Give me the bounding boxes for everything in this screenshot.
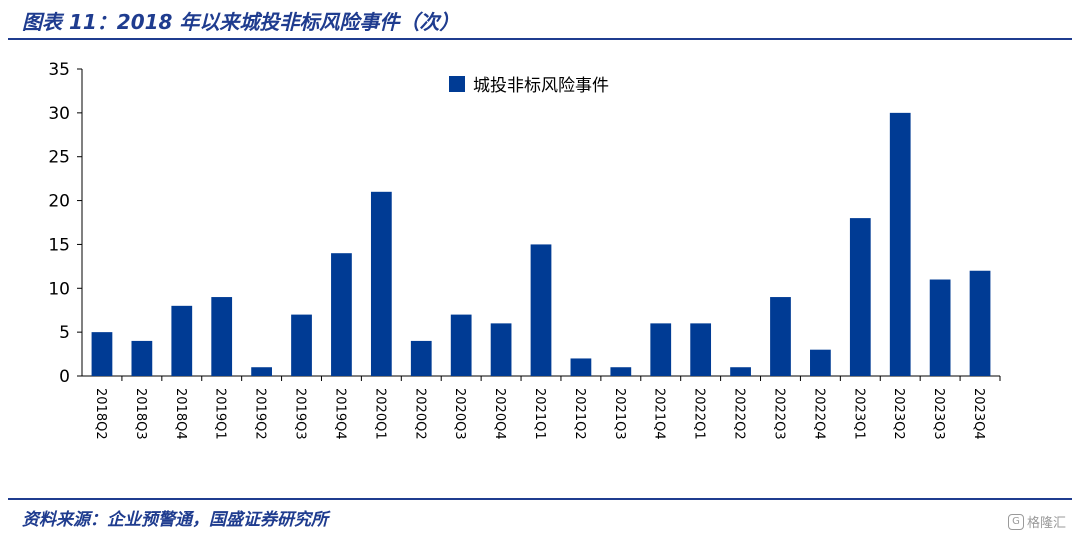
y-tick-label: 30: [48, 104, 70, 124]
bar: [690, 323, 712, 376]
y-tick-label: 20: [48, 192, 70, 212]
x-tick-label: 2023Q3: [931, 388, 946, 440]
figure-title: 图表 11：2018 年以来城投非标风险事件（次）: [22, 10, 460, 34]
x-tick-label: 2018Q3: [133, 388, 148, 440]
y-tick-label: 5: [59, 323, 70, 343]
y-tick-label: 35: [48, 60, 70, 80]
bar: [91, 332, 113, 376]
bar: [331, 253, 352, 376]
x-tick-label: 2022Q2: [732, 388, 747, 440]
bar: [650, 323, 672, 376]
x-tick-label: 2020Q4: [492, 388, 507, 440]
bar: [291, 314, 312, 376]
bar: [490, 323, 512, 376]
bar: [889, 112, 911, 376]
bar: [570, 358, 592, 376]
top-rule: [8, 38, 1072, 40]
bar: [969, 270, 991, 376]
x-tick-label: 2020Q3: [452, 388, 467, 440]
x-tick-label: 2023Q1: [851, 388, 866, 440]
bar: [810, 349, 831, 376]
bar: [211, 297, 233, 376]
x-tick-label: 2021Q4: [652, 388, 667, 440]
x-tick-label: 2022Q4: [811, 388, 826, 440]
bar: [450, 314, 472, 376]
x-tick-label: 2022Q3: [771, 388, 786, 440]
watermark: G 格隆汇: [1007, 512, 1066, 531]
legend: 城投非标风险事件: [449, 76, 609, 96]
x-tick-label: 2019Q1: [213, 388, 228, 440]
x-tick-label: 2019Q4: [332, 388, 347, 440]
bar: [370, 191, 392, 376]
x-axis-labels: 2018Q2 2018Q3 2018Q4 2019Q1 2019Q2 2019Q3 2019…: [93, 376, 1001, 440]
legend-label: 城投非标风险事件: [473, 76, 609, 96]
bar: [530, 244, 552, 376]
bar: [929, 279, 951, 376]
bar-series: [91, 112, 991, 376]
bar: [171, 305, 193, 376]
y-tick-label: 10: [48, 279, 70, 299]
bar: [730, 367, 751, 376]
y-tick-label: 0: [59, 367, 70, 387]
x-tick-label: 2021Q2: [572, 388, 587, 440]
bar: [251, 367, 272, 376]
bottom-rule: [8, 498, 1072, 500]
watermark-logo-icon: G: [1007, 513, 1024, 530]
x-tick-label: 2020Q1: [372, 388, 387, 440]
x-tick-label: 2019Q3: [293, 388, 308, 440]
watermark-text: 格隆汇: [1026, 516, 1066, 531]
bar: [131, 340, 153, 376]
x-tick-label: 2021Q1: [532, 388, 547, 440]
source-note: 资料来源：企业预警通，国盛证券研究所: [22, 510, 328, 530]
x-tick-label: 2018Q2: [93, 388, 108, 440]
x-tick-label: 2019Q2: [253, 388, 268, 440]
x-tick-label: 2018Q4: [173, 388, 188, 440]
bar: [770, 297, 791, 376]
x-tick-label: 2021Q3: [612, 388, 627, 440]
x-tick-label: 2023Q4: [971, 388, 986, 440]
x-tick-label: 2022Q1: [692, 388, 707, 440]
bar: [410, 340, 432, 376]
y-tick-label: 15: [48, 235, 70, 255]
bar: [849, 218, 871, 376]
legend-swatch: [449, 76, 465, 92]
y-axis-ticks: 0 5 10 15 20 25 30 35: [48, 60, 82, 387]
bar: [610, 367, 632, 376]
x-tick-label: 2023Q2: [891, 388, 906, 440]
x-tick-label: 2020Q2: [412, 388, 427, 440]
y-tick-label: 25: [48, 148, 70, 168]
